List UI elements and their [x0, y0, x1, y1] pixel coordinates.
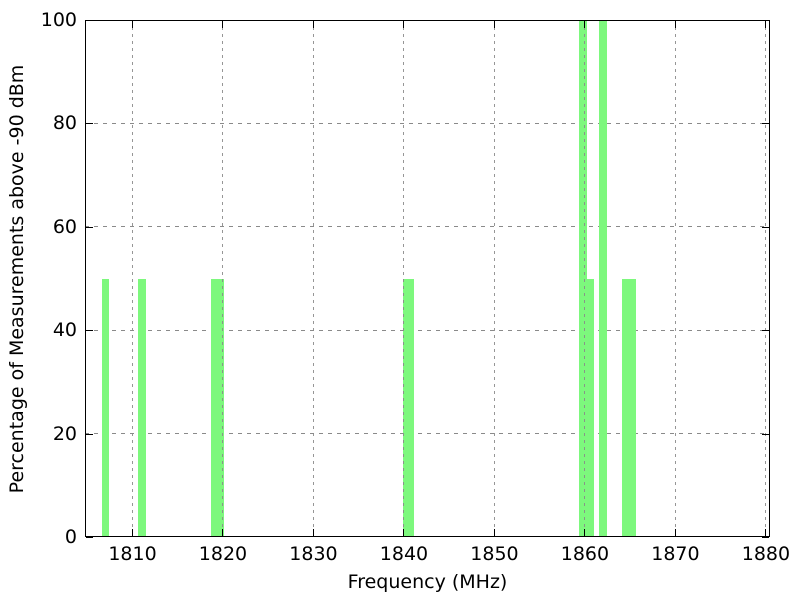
x-tick-top — [312, 21, 314, 28]
y-tick-left — [86, 123, 93, 125]
x-tick-bottom — [403, 529, 405, 536]
v-gridline — [584, 20, 586, 537]
x-tick-bottom — [312, 529, 314, 536]
y-tick-left — [86, 537, 93, 538]
h-gridline — [85, 122, 770, 124]
y-tick-right — [762, 123, 769, 125]
x-tick-top — [403, 21, 405, 28]
y-tick-label: 80 — [52, 112, 77, 135]
h-gridline — [85, 329, 770, 331]
bar — [101, 278, 110, 536]
x-tick-top — [765, 21, 767, 28]
x-tick-top — [222, 21, 224, 28]
h-gridline — [85, 433, 770, 435]
bar — [403, 278, 414, 536]
y-tick-left — [86, 20, 93, 21]
x-tick-label: 1850 — [470, 543, 519, 565]
y-tick-right — [762, 537, 769, 538]
x-tick-top — [493, 21, 495, 28]
x-tick-bottom — [493, 529, 495, 536]
x-axis-title: Frequency (MHz) — [347, 571, 508, 593]
y-tick-label: 60 — [52, 215, 77, 238]
x-tick-label: 1810 — [108, 543, 157, 565]
bar — [579, 20, 587, 536]
bar — [138, 278, 146, 536]
y-tick-label: 20 — [52, 422, 77, 445]
v-gridline — [222, 20, 224, 537]
v-gridline — [132, 20, 133, 537]
x-tick-bottom — [132, 529, 133, 536]
y-tick-label: 100 — [40, 9, 77, 31]
x-tick-top — [674, 21, 676, 28]
x-tick-label: 1860 — [560, 543, 610, 565]
v-gridline — [493, 20, 495, 537]
v-gridline — [765, 20, 767, 537]
x-tick-label: 1870 — [651, 543, 700, 565]
bar — [210, 278, 225, 536]
x-tick-label: 1820 — [198, 543, 248, 565]
x-tick-bottom — [674, 529, 676, 536]
v-gridline — [674, 20, 676, 537]
y-tick-left — [86, 226, 93, 228]
bar — [598, 20, 607, 536]
y-tick-right — [762, 226, 769, 228]
x-tick-top — [132, 21, 133, 28]
x-tick-top — [584, 21, 586, 28]
y-tick-left — [86, 433, 93, 435]
x-tick-label: 1830 — [289, 543, 338, 565]
v-gridline — [312, 20, 314, 537]
x-tick-bottom — [584, 529, 586, 536]
y-tick-left — [86, 330, 93, 332]
bar — [587, 278, 595, 536]
plot-border — [85, 20, 770, 537]
y-axis-title: Percentage of Measurements above -90 dBm — [6, 64, 28, 494]
y-tick-right — [762, 433, 769, 435]
x-tick-bottom — [765, 529, 767, 536]
bar — [622, 278, 637, 536]
y-tick-label: 0 — [64, 526, 77, 548]
v-gridline — [403, 20, 405, 537]
y-tick-label: 40 — [52, 319, 77, 342]
x-tick-label: 1880 — [741, 543, 791, 565]
h-gridline — [85, 19, 770, 21]
x-tick-label: 1840 — [379, 543, 429, 565]
y-tick-right — [762, 330, 769, 332]
x-tick-bottom — [222, 529, 224, 536]
h-gridline — [85, 226, 770, 228]
